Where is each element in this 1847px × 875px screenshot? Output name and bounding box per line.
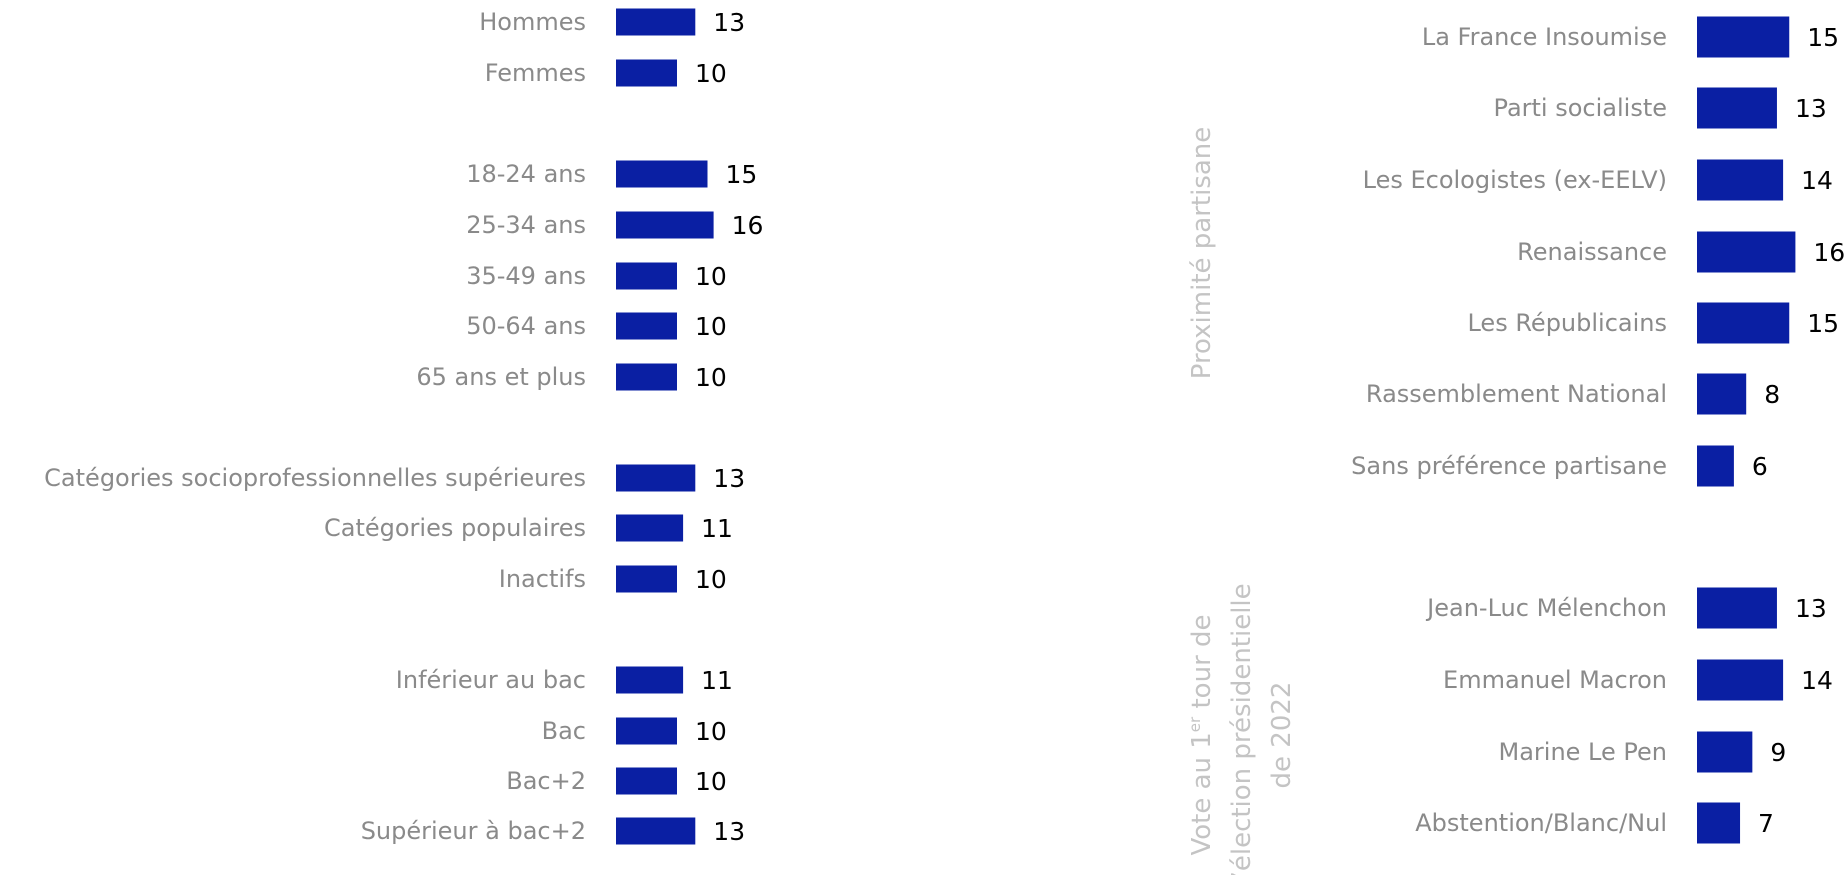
bar-les-ecologistes-ex-eelv	[1697, 159, 1784, 201]
category-label-les-ecologistes-ex-eelv: Les Ecologistes (ex-EELV)	[1363, 166, 1667, 194]
value-label-inferieur-au-bac: 11	[701, 666, 733, 695]
bar-categories-populaires	[616, 514, 684, 542]
category-label-marine-le-pen: Marine Le Pen	[1499, 738, 1668, 766]
left-bar-panel: Hommes 13 Femmes 10 18-24 ans 15 25-34 ans 16 35…	[44, 8, 763, 846]
value-label-categories-socioprofessionnelles-superieures: 13	[713, 464, 745, 493]
category-label-categories-socioprofessionnelles-superieures: Catégories socioprofessionnelles supérie…	[44, 464, 586, 492]
category-label-parti-socialiste: Parti socialiste	[1494, 94, 1667, 122]
bar-jean-luc-melenchon	[1697, 587, 1777, 629]
value-label-emmanuel-macron: 14	[1801, 666, 1833, 695]
bar-18-24-ans	[616, 160, 708, 188]
bar-65-ans-et-plus	[616, 363, 677, 391]
category-label-bac-2: Bac+2	[506, 767, 586, 795]
category-label-jean-luc-melenchon: Jean-Luc Mélenchon	[1425, 594, 1667, 622]
bar-categories-socioprofessionnelles-superieures	[616, 464, 696, 492]
bar-emmanuel-macron	[1697, 659, 1784, 701]
category-label-inferieur-au-bac: Inférieur au bac	[396, 666, 586, 694]
category-label-emmanuel-macron: Emmanuel Macron	[1443, 666, 1667, 694]
bar-abstention-blanc-nul	[1697, 802, 1741, 844]
right-bar-panel: La France Insoumise 15 Parti socialiste 13 L…	[1351, 16, 1845, 844]
bar-rassemblement-national	[1697, 373, 1747, 415]
value-label-la-france-insoumise: 15	[1807, 23, 1839, 52]
bar-sans-preference-partisane	[1697, 445, 1734, 487]
value-label-50-64-ans: 10	[695, 312, 727, 341]
value-label-categories-populaires: 11	[701, 514, 733, 543]
value-label-rassemblement-national: 8	[1764, 380, 1780, 409]
bar-femmes	[616, 59, 677, 87]
category-label-65-ans-et-plus: 65 ans et plus	[416, 363, 586, 391]
value-label-renaissance: 16	[1813, 238, 1845, 267]
bar-50-64-ans	[616, 312, 677, 340]
category-label-25-34-ans: 25-34 ans	[466, 211, 586, 239]
value-label-35-49-ans: 10	[695, 262, 727, 291]
value-label-jean-luc-melenchon: 13	[1795, 594, 1827, 623]
value-label-bac: 10	[695, 717, 727, 746]
value-label-25-34-ans: 16	[732, 211, 764, 240]
category-label-categories-populaires: Catégories populaires	[324, 514, 586, 542]
bar-inactifs	[616, 565, 677, 593]
bar-35-49-ans	[616, 262, 677, 290]
bar-inferieur-au-bac	[616, 666, 684, 694]
bar-bac-2	[616, 767, 677, 795]
value-label-les-republicains: 15	[1807, 309, 1839, 338]
value-label-65-ans-et-plus: 10	[695, 363, 727, 392]
category-label-inactifs: Inactifs	[499, 565, 586, 593]
section-label-proximite: Proximité partisane	[1187, 127, 1217, 380]
value-label-marine-le-pen: 9	[1770, 738, 1786, 767]
bar-bac	[616, 717, 677, 745]
value-label-bac-2: 10	[695, 767, 727, 796]
category-label-sans-preference-partisane: Sans préférence partisane	[1351, 452, 1667, 480]
category-label-bac: Bac	[542, 717, 586, 745]
bar-25-34-ans	[616, 211, 714, 239]
bar-parti-socialiste	[1697, 87, 1777, 129]
value-label-parti-socialiste: 13	[1795, 94, 1827, 123]
category-label-renaissance: Renaissance	[1517, 238, 1667, 266]
value-label-les-ecologistes-ex-eelv: 14	[1801, 166, 1833, 195]
category-label-superieur-a-bac-2: Supérieur à bac+2	[361, 817, 586, 845]
bar-la-france-insoumise	[1697, 16, 1790, 58]
bar-hommes	[616, 8, 696, 36]
value-label-femmes: 10	[695, 59, 727, 88]
category-label-18-24-ans: 18-24 ans	[466, 160, 586, 188]
value-label-18-24-ans: 15	[726, 160, 758, 189]
value-label-hommes: 13	[713, 8, 745, 37]
category-label-femmes: Femmes	[485, 59, 586, 87]
bar-marine-le-pen	[1697, 731, 1753, 773]
category-label-hommes: Hommes	[479, 8, 586, 36]
value-label-superieur-a-bac-2: 13	[713, 817, 745, 846]
category-label-abstention-blanc-nul: Abstention/Blanc/Nul	[1415, 809, 1667, 837]
category-label-rassemblement-national: Rassemblement National	[1366, 380, 1667, 408]
bar-renaissance	[1697, 231, 1796, 273]
category-label-les-republicains: Les Républicains	[1467, 309, 1667, 337]
category-label-50-64-ans: 50-64 ans	[466, 312, 586, 340]
category-label-35-49-ans: 35-49 ans	[466, 262, 586, 290]
category-label-la-france-insoumise: La France Insoumise	[1422, 23, 1667, 51]
value-label-inactifs: 10	[695, 565, 727, 594]
value-label-sans-preference-partisane: 6	[1752, 452, 1768, 481]
section-label-vote-2022: Vote au 1er tour de l’élection présidenti…	[1186, 583, 1297, 875]
bar-superieur-a-bac-2	[616, 817, 696, 845]
bar-les-republicains	[1697, 302, 1790, 344]
value-label-abstention-blanc-nul: 7	[1758, 809, 1774, 838]
